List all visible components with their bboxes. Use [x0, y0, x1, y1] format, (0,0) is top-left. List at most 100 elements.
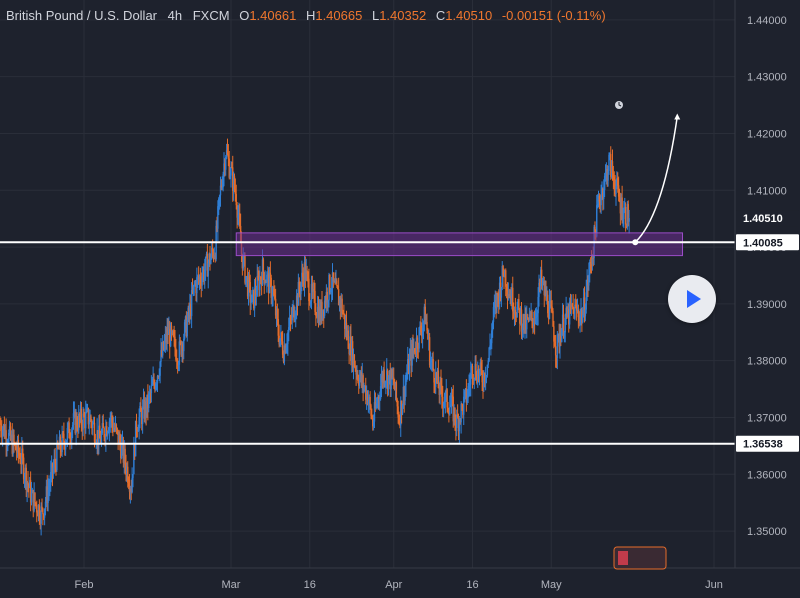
projection-arrow[interactable] [632, 113, 681, 246]
candle-body [245, 276, 247, 283]
candle-body [286, 344, 288, 348]
candle-body [211, 247, 213, 257]
candle-body [554, 346, 557, 356]
candle-body [117, 429, 119, 445]
candle-body [473, 377, 475, 379]
candle-body [100, 433, 103, 444]
candle-body [540, 269, 542, 286]
candle-body [538, 282, 540, 297]
candle-body [330, 288, 333, 291]
candle-body [470, 373, 472, 385]
candle-body [279, 338, 281, 345]
candle-body [364, 386, 366, 388]
candle-body [372, 421, 375, 427]
candle-body [327, 300, 329, 303]
candle-body [547, 294, 549, 314]
candle-body [31, 489, 34, 493]
candle-body [46, 486, 48, 503]
candle-body [86, 408, 89, 410]
price-tick-label: 1.39000 [747, 299, 787, 311]
candle-body [363, 387, 365, 389]
candle-body [611, 161, 614, 174]
candle-body [50, 471, 52, 485]
candle-body [466, 397, 468, 403]
candle-body [246, 276, 248, 278]
candle-body [399, 422, 401, 426]
zone-rectangle[interactable] [235, 232, 683, 257]
candle-body [57, 442, 59, 448]
candle-body [390, 369, 392, 390]
arrow-path[interactable] [634, 116, 678, 243]
horizontal-levels[interactable] [0, 241, 735, 445]
candle-body [564, 317, 566, 333]
candle-body [618, 196, 621, 202]
candle-body [536, 313, 538, 317]
candle-body [446, 389, 448, 408]
candle-body [491, 330, 493, 344]
candle-body [21, 448, 23, 464]
candle-body [394, 382, 397, 391]
candle-body [275, 308, 278, 316]
candle-body [442, 396, 444, 407]
candle-body [5, 430, 7, 445]
candle-body [430, 361, 433, 363]
candle-body [609, 154, 611, 156]
arrow-start-point[interactable] [632, 239, 639, 246]
candle-body [437, 370, 440, 389]
play-button[interactable] [668, 275, 716, 323]
arrow-head[interactable] [674, 113, 681, 120]
candle-body [387, 375, 390, 389]
candle-body [400, 400, 403, 415]
candle-body [304, 262, 307, 281]
candle-body [419, 325, 421, 328]
price-tick-label: 1.36000 [747, 469, 787, 481]
candle-body [77, 427, 79, 431]
candle-body [464, 388, 467, 392]
candle-body [577, 309, 580, 318]
candle-body [541, 282, 544, 284]
candle-body [554, 341, 556, 347]
candle-body [507, 294, 510, 297]
candle-body [589, 261, 592, 263]
candle-body [569, 301, 572, 307]
candle-body [498, 295, 500, 304]
candle-body [225, 150, 228, 157]
candle-body [106, 432, 109, 436]
candle-body [440, 380, 442, 386]
candle-body [539, 282, 541, 286]
candle-body [99, 425, 101, 439]
close-key: C [435, 8, 446, 23]
candle-body [289, 317, 292, 319]
candle-body [526, 317, 529, 319]
candle-body [63, 433, 65, 443]
candle-body [490, 343, 492, 346]
candle-body [235, 194, 237, 206]
candle-body [334, 280, 336, 284]
candle-body [544, 287, 546, 296]
candle-body [184, 316, 187, 323]
candle-body [253, 289, 255, 309]
candle-body [124, 448, 126, 465]
candle-body [405, 379, 407, 385]
candle-body [320, 301, 322, 322]
candle-body [552, 311, 554, 327]
candle-body [108, 421, 111, 432]
candle-body [409, 348, 412, 356]
candle-body [356, 374, 358, 376]
candle-body [588, 274, 590, 286]
candle-body [170, 325, 173, 333]
candle-body [343, 313, 345, 315]
candle-body [301, 272, 303, 284]
candle-body [368, 396, 370, 402]
candle-body [351, 341, 353, 362]
candle-body [542, 281, 545, 283]
time-tick-label: 16 [304, 579, 316, 591]
time-tick-label: Mar [222, 579, 241, 591]
candle-body [72, 413, 75, 425]
candle-body [90, 416, 92, 423]
candle-body [28, 484, 30, 488]
resistance-zone[interactable] [235, 232, 683, 257]
candle-body [185, 316, 188, 337]
candle-body [413, 348, 415, 351]
